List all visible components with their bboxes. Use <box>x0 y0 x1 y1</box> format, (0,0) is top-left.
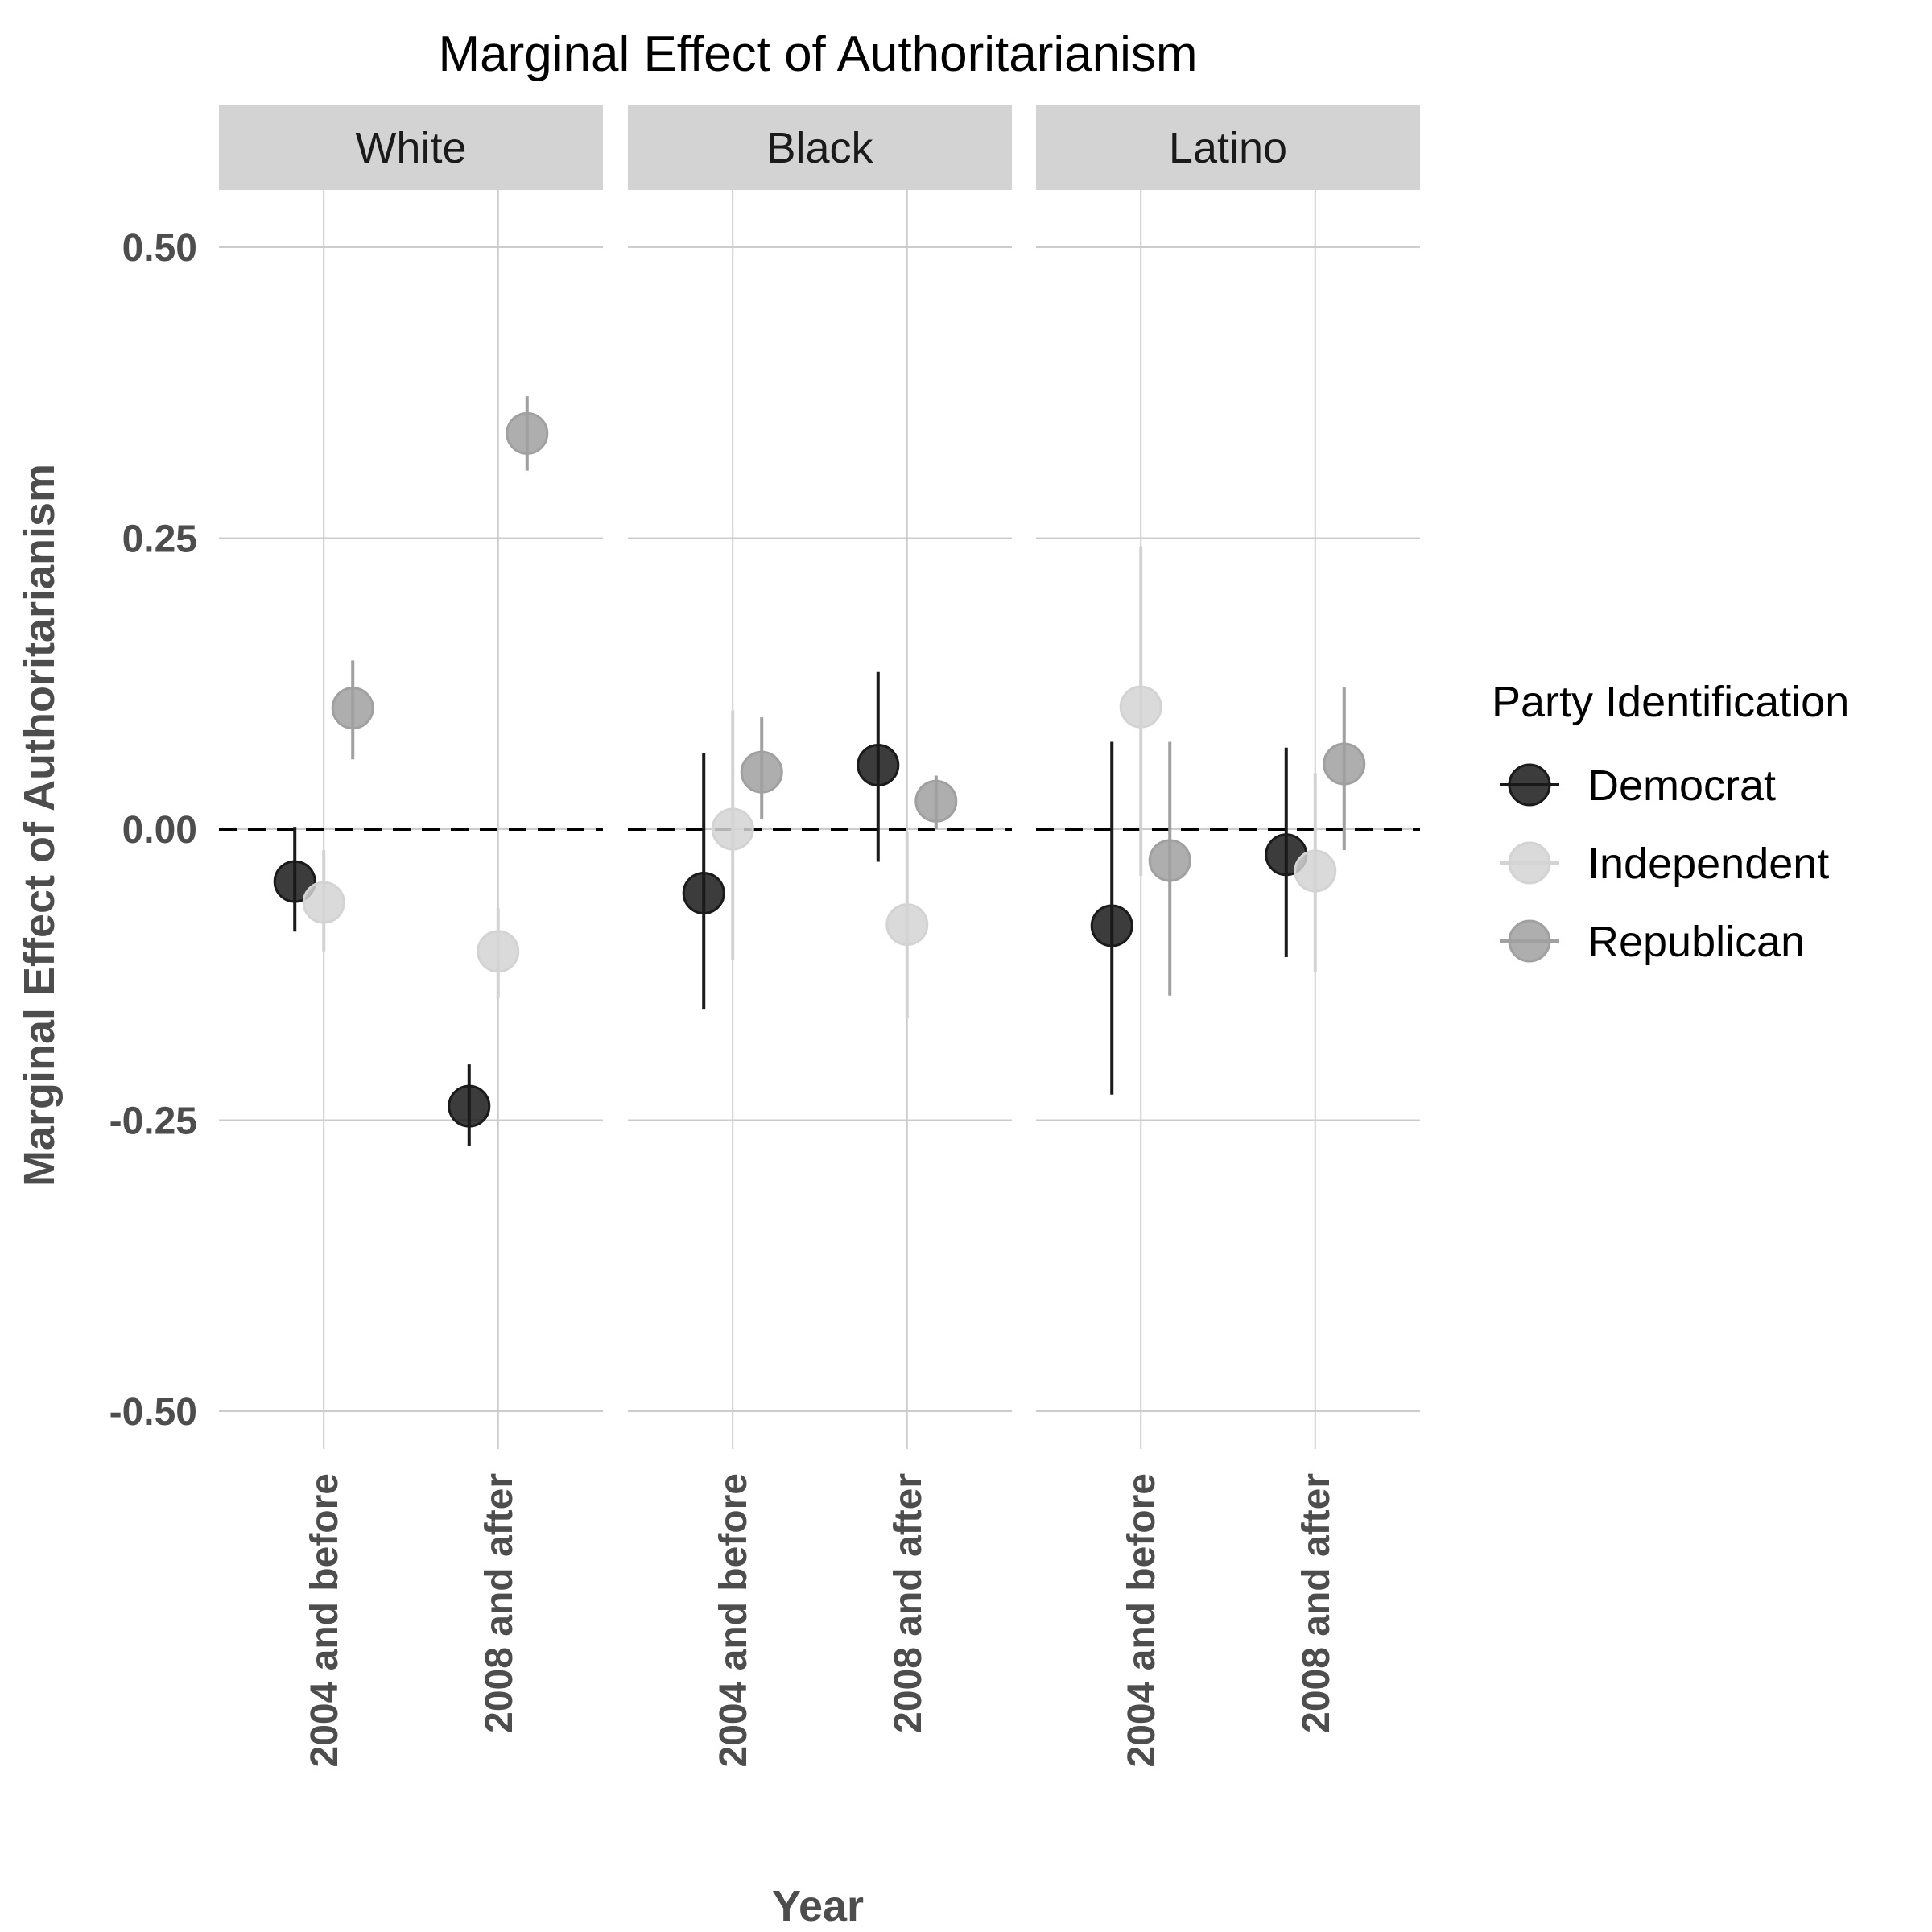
data-point-democrat <box>448 1084 491 1128</box>
data-point-democrat <box>682 872 725 915</box>
data-point-independent <box>1294 849 1337 893</box>
data-point-democrat <box>273 860 316 903</box>
data-point-independent <box>886 903 929 947</box>
facet-label: White <box>355 124 466 172</box>
x-tick-label: 2004 and before <box>303 1473 346 1767</box>
data-point-democrat <box>1090 904 1133 947</box>
facet-panel-black: Black 2004 and before 2008 and after <box>628 105 1012 1767</box>
data-point-republican <box>914 779 958 823</box>
x-tick-label: 2004 and before <box>712 1473 755 1767</box>
x-tick-label: 2004 and before <box>1121 1473 1163 1767</box>
y-tick-label: 0.25 <box>122 518 197 561</box>
legend-item-democrat: Democrat <box>1500 762 1776 810</box>
y-tick-label: -0.25 <box>109 1100 197 1143</box>
data-point-democrat <box>857 743 900 786</box>
facet-label: Latino <box>1169 124 1287 172</box>
facet-label: Black <box>766 124 873 172</box>
legend-key-point <box>1508 763 1551 807</box>
data-point-republican <box>740 750 783 794</box>
legend-title: Party Identification <box>1492 678 1849 726</box>
data-point-independent <box>477 930 520 973</box>
data-point-republican <box>1148 839 1191 882</box>
facet-strip <box>1036 105 1420 190</box>
legend-label: Republican <box>1587 918 1805 966</box>
data-point-republican <box>1323 742 1366 786</box>
y-tick-label: 0.00 <box>122 809 197 852</box>
x-tick-label: 2008 and after <box>887 1473 930 1733</box>
facet-panel-latino: Latino 2004 and before 2008 and after <box>1036 105 1420 1767</box>
x-axis-title: Year <box>772 1882 864 1930</box>
legend-item-independent: Independent <box>1500 840 1829 888</box>
data-point-republican <box>506 411 549 455</box>
data-point-independent <box>711 807 754 851</box>
facet-panel-white: White 2004 and before 2008 and after <box>219 105 603 1767</box>
data-point-independent <box>302 881 345 924</box>
x-tick-label: 2008 and after <box>478 1473 521 1733</box>
legend-key-point <box>1508 841 1551 885</box>
facet-strip <box>628 105 1012 190</box>
chart-title: Marginal Effect of Authoritarianism <box>438 27 1197 82</box>
data-point-republican <box>331 687 374 730</box>
facet-strip <box>219 105 603 190</box>
y-tick-label: -0.50 <box>109 1391 197 1434</box>
legend-label: Democrat <box>1587 762 1776 810</box>
legend: Party Identification Democrat Independent… <box>1492 678 1849 966</box>
legend-key-point <box>1508 919 1551 963</box>
legend-label: Independent <box>1587 840 1829 888</box>
y-axis-title: Marginal Effect of Authoritarianism <box>15 464 64 1187</box>
x-tick-label: 2008 and after <box>1295 1473 1338 1733</box>
data-point-independent <box>1119 685 1162 729</box>
legend-item-republican: Republican <box>1500 918 1805 966</box>
y-tick-label: 0.50 <box>122 227 197 270</box>
